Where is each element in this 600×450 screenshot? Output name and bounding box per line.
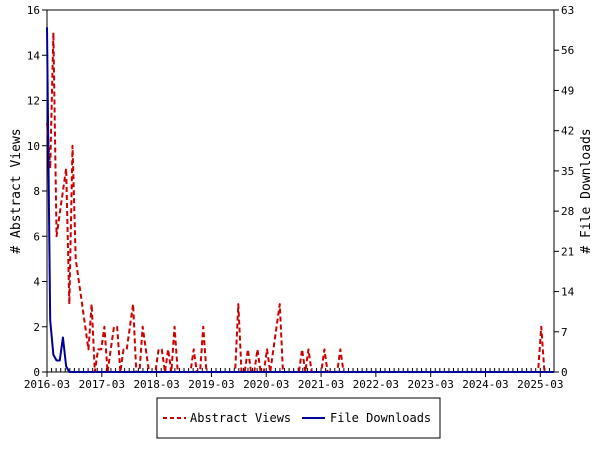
y-left-tick-label: 12 bbox=[27, 95, 40, 108]
left-axis: 0 2 4 6 8 10 12 14 16 bbox=[27, 4, 47, 379]
series-line-file-downloads bbox=[46, 27, 554, 373]
y-right-tick-label: 7 bbox=[561, 326, 568, 339]
y-right-tick-label: 63 bbox=[561, 4, 574, 17]
x-tick-label: 2019-03 bbox=[188, 378, 234, 391]
right-axis: 0 7 14 21 28 35 42 49 56 63 bbox=[554, 4, 575, 379]
y-left-tick-label: 8 bbox=[33, 185, 40, 198]
y-right-tick-label: 0 bbox=[561, 366, 568, 379]
x-axis: 2016-03 2017-03 2018-03 2019-03 2020-03 2021-… bbox=[24, 368, 563, 391]
legend-box bbox=[156, 397, 441, 439]
y-left-axis-title: # Abstract Views bbox=[9, 128, 24, 253]
y-right-tick-label: 14 bbox=[561, 286, 575, 299]
x-tick-label: 2018-03 bbox=[133, 378, 179, 391]
y-right-tick-label: 35 bbox=[561, 165, 574, 178]
y-right-axis-title: # File Downloads bbox=[579, 128, 594, 253]
y-right-tick-label: 56 bbox=[561, 44, 574, 57]
y-left-tick-label: 6 bbox=[33, 230, 40, 243]
x-tick-label: 2021-03 bbox=[298, 378, 344, 391]
y-right-tick-label: 21 bbox=[561, 245, 574, 258]
plot-area bbox=[46, 9, 555, 373]
x-tick-label: 2025-03 bbox=[517, 378, 563, 391]
y-right-tick-label: 49 bbox=[561, 84, 574, 97]
x-tick-label: 2017-03 bbox=[79, 378, 125, 391]
series-layer bbox=[46, 27, 554, 373]
x-tick-label: 2024-03 bbox=[462, 378, 508, 391]
x-tick-label: 2016-03 bbox=[24, 378, 70, 391]
series-line-abstract-views bbox=[46, 31, 554, 373]
legend-label-file-downloads: File Downloads bbox=[330, 411, 431, 425]
x-tick-label: 2023-03 bbox=[407, 378, 453, 391]
y-left-tick-label: 0 bbox=[33, 366, 40, 379]
legend: Abstract Views File Downloads bbox=[156, 397, 441, 439]
legend-label-abstract-views: Abstract Views bbox=[190, 411, 291, 425]
y-left-tick-label: 16 bbox=[27, 4, 40, 17]
y-right-tick-label: 42 bbox=[561, 125, 574, 138]
x-tick-label: 2020-03 bbox=[243, 378, 289, 391]
y-left-tick-label: 4 bbox=[33, 276, 40, 289]
y-left-tick-label: 14 bbox=[27, 49, 41, 62]
x-tick-label: 2022-03 bbox=[353, 378, 399, 391]
y-left-tick-label: 2 bbox=[33, 321, 40, 334]
y-left-tick-label: 10 bbox=[27, 140, 40, 153]
y-right-tick-label: 28 bbox=[561, 205, 574, 218]
